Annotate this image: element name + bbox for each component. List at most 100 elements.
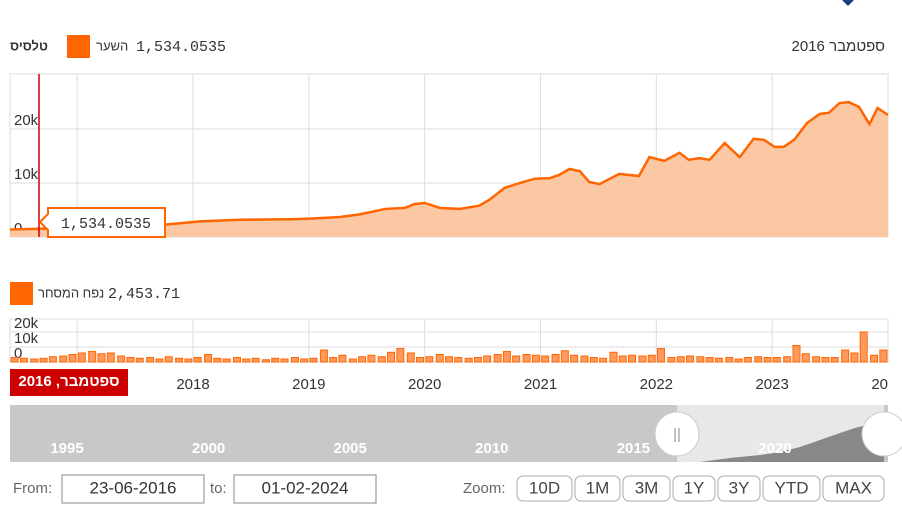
x-tick-label: 2024 xyxy=(871,376,902,393)
from-input[interactable] xyxy=(61,474,205,504)
crosshair-date-box xyxy=(10,369,128,396)
bar xyxy=(609,351,618,363)
bar xyxy=(870,354,879,363)
bar xyxy=(551,354,560,363)
bar xyxy=(541,355,550,363)
bar xyxy=(725,357,734,363)
zoom-button-label[interactable]: MAX xyxy=(835,478,872,497)
zoom-button-label[interactable]: YTD xyxy=(775,478,809,497)
bar xyxy=(358,356,367,363)
bar xyxy=(841,349,850,363)
y-tick-label: 20k xyxy=(14,112,39,129)
bar xyxy=(126,357,135,363)
plot-border xyxy=(9,318,889,363)
bar xyxy=(531,354,540,363)
bar xyxy=(19,357,28,363)
area xyxy=(10,102,888,237)
bar xyxy=(88,351,97,363)
bar xyxy=(454,357,463,363)
bar xyxy=(251,357,260,363)
navigator-handle[interactable] xyxy=(861,411,902,457)
bar xyxy=(10,357,19,363)
bar xyxy=(522,354,531,363)
bar xyxy=(647,354,656,363)
x-tick-label: 2019 xyxy=(292,376,325,393)
zoom-button-label[interactable]: 3M xyxy=(635,478,659,497)
to-input[interactable] xyxy=(233,474,377,504)
bar xyxy=(812,356,821,363)
legend-swatch xyxy=(10,282,33,305)
zoom-button[interactable] xyxy=(574,475,621,502)
zoom-button[interactable] xyxy=(717,475,761,502)
bar xyxy=(743,357,752,363)
bar xyxy=(39,357,48,363)
bar xyxy=(135,357,144,363)
y-tick-label: 20k xyxy=(14,315,39,332)
bar xyxy=(117,355,126,363)
y-tick-label: 10k xyxy=(14,330,39,347)
bar xyxy=(338,354,347,363)
bar xyxy=(628,354,637,363)
bar xyxy=(763,357,772,363)
bar xyxy=(783,356,792,363)
bar xyxy=(222,358,231,363)
bar xyxy=(859,331,868,363)
bar xyxy=(329,357,338,363)
bar xyxy=(367,354,376,363)
zoom-button[interactable] xyxy=(516,475,573,502)
bar xyxy=(164,356,173,363)
zoom-button[interactable] xyxy=(672,475,716,502)
bar xyxy=(416,357,425,363)
bar xyxy=(146,357,155,363)
zoom-button[interactable] xyxy=(762,475,821,502)
bar xyxy=(48,356,57,363)
bar xyxy=(502,351,511,363)
bar xyxy=(714,357,723,363)
bar xyxy=(77,352,86,363)
legend-value: 1,534.0535 xyxy=(136,39,226,56)
bar xyxy=(830,357,839,363)
zoom-button[interactable] xyxy=(822,475,885,502)
navigator-tick: 2020 xyxy=(758,440,791,457)
bar xyxy=(97,353,106,363)
zoom-button-label[interactable]: 10D xyxy=(529,478,560,497)
x-axis: 20172018201920202021202220232024 xyxy=(60,376,902,393)
bar xyxy=(387,351,396,363)
bar xyxy=(30,358,39,363)
bar xyxy=(106,352,115,363)
bar xyxy=(734,358,743,363)
navigator-tick: 1995 xyxy=(50,440,83,457)
bar xyxy=(850,352,859,363)
bar xyxy=(175,357,184,363)
date-label: ספטמבר 2016 xyxy=(792,38,886,55)
zoom-button-label[interactable]: 1Y xyxy=(684,478,705,497)
bar xyxy=(792,345,801,363)
to-value[interactable]: 01-02-2024 xyxy=(262,478,349,497)
zoom-button-label[interactable]: 1M xyxy=(586,478,610,497)
security-name: טלסיס xyxy=(10,38,48,53)
bar xyxy=(193,357,202,363)
zoom-button-label[interactable]: 3Y xyxy=(729,478,750,497)
zoom-button[interactable] xyxy=(622,475,671,502)
from-value[interactable]: 23-06-2016 xyxy=(90,478,177,497)
navigator-handle[interactable] xyxy=(654,411,700,457)
bar xyxy=(667,357,676,363)
bar xyxy=(184,358,193,363)
bar xyxy=(772,357,781,363)
bar xyxy=(204,354,213,363)
bar xyxy=(233,357,242,363)
bar xyxy=(589,357,598,363)
crosshair-tooltip xyxy=(38,207,166,238)
x-tick-label: 2021 xyxy=(524,376,557,393)
line xyxy=(9,100,889,231)
bar xyxy=(801,353,810,363)
to-label: to: xyxy=(210,480,227,497)
bar xyxy=(396,348,405,363)
bar xyxy=(754,356,763,363)
bar xyxy=(656,348,665,363)
bar xyxy=(493,354,502,363)
x-tick-label: 2022 xyxy=(640,376,673,393)
